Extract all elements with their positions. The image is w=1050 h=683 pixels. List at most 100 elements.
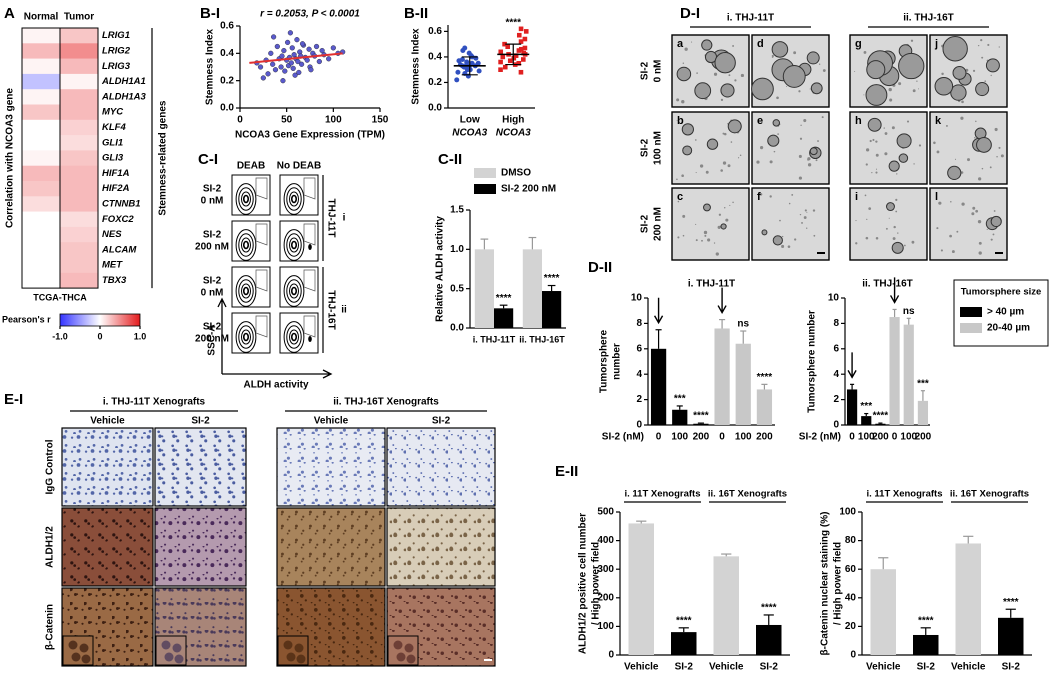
row-label: LRIG3 xyxy=(102,61,131,72)
x-tick-label: 0 xyxy=(237,115,243,126)
debris xyxy=(989,166,992,169)
heatmap-cell xyxy=(22,58,60,75)
tumorsphere xyxy=(681,123,694,136)
ihc-image xyxy=(276,507,386,587)
group-label: THJ-16T xyxy=(325,290,336,329)
micrograph xyxy=(671,187,750,261)
debris xyxy=(682,234,685,237)
y-tick-label: 0.2 xyxy=(220,75,234,86)
y-tick-label: 100 xyxy=(597,621,614,632)
debris xyxy=(676,98,680,102)
debris xyxy=(809,88,811,90)
flow-contour xyxy=(238,279,254,303)
debris xyxy=(888,87,892,92)
debris xyxy=(954,158,957,160)
debris xyxy=(875,153,879,157)
flow-event xyxy=(308,244,312,250)
debris xyxy=(936,150,940,154)
flow-contour xyxy=(235,321,257,353)
debris xyxy=(818,63,821,65)
significance: *** xyxy=(917,378,929,389)
y-tick-label: 10 xyxy=(828,293,840,304)
data-point xyxy=(459,56,465,62)
debris xyxy=(913,163,915,165)
panel-label: B-I xyxy=(200,5,220,22)
debris xyxy=(903,244,906,247)
debris xyxy=(806,211,808,213)
data-point xyxy=(502,41,507,47)
heatmap-cell xyxy=(60,104,98,121)
bar xyxy=(522,249,542,328)
data-point xyxy=(518,46,524,52)
row-label: SI-2 xyxy=(640,61,651,80)
scatter-point xyxy=(326,56,332,62)
x-tick-label: i. THJ-11T xyxy=(473,334,516,344)
scatter-point xyxy=(313,43,320,50)
panel-label: C-I xyxy=(198,151,218,168)
tumorsphere xyxy=(888,160,900,172)
flow-contour xyxy=(242,194,250,204)
heatmap-cell xyxy=(60,135,98,151)
colorbar-label: Pearson's r xyxy=(2,314,51,324)
debris xyxy=(793,51,797,55)
flow-contour xyxy=(290,240,298,250)
debris xyxy=(975,120,977,123)
y-tick-label: 60 xyxy=(845,564,857,575)
group-header: ii. THJ-16T Xenografts xyxy=(333,397,439,408)
debris xyxy=(773,150,776,153)
flow-gate xyxy=(255,223,268,246)
heatmap-cell xyxy=(60,58,98,75)
row-label: NES xyxy=(102,229,122,240)
flow-gate xyxy=(303,177,316,200)
debris xyxy=(888,217,890,219)
x-tick-label: 200 xyxy=(693,432,710,443)
y-tick-label: 4 xyxy=(833,369,839,380)
flow-plot xyxy=(231,312,271,354)
debris xyxy=(695,171,697,174)
flow-contour xyxy=(286,187,302,211)
bar xyxy=(998,617,1024,655)
debris xyxy=(998,46,1000,48)
tumorsphere xyxy=(891,241,904,254)
debris xyxy=(975,209,979,213)
debris xyxy=(855,242,858,245)
debris xyxy=(961,202,965,206)
legend-label: SI-2 200 nM xyxy=(501,184,556,195)
flow-contour xyxy=(290,286,298,296)
image-letter: j xyxy=(934,38,938,50)
debris xyxy=(893,225,896,229)
debris xyxy=(912,89,916,93)
bar xyxy=(756,624,782,655)
colorbar xyxy=(59,313,141,327)
y-axis-label: / High power field xyxy=(591,542,602,625)
y-axis-label: Relative ALDH activity xyxy=(435,216,446,322)
x-tick-label: 50 xyxy=(281,115,293,126)
heatmap-cell xyxy=(22,272,60,289)
group-label: i. 11T Xenografts xyxy=(866,489,942,500)
bar xyxy=(494,308,514,328)
debris xyxy=(707,238,711,242)
debris xyxy=(892,237,896,241)
inset-cell xyxy=(393,640,403,650)
flow-contour xyxy=(283,321,305,353)
x-tick-label: Vehicle xyxy=(709,662,744,673)
debris xyxy=(725,218,729,222)
tumorsphere xyxy=(950,84,967,101)
debris xyxy=(737,157,740,159)
debris xyxy=(996,156,998,158)
column-header: i. THJ-11T xyxy=(727,13,774,24)
y-tick-label: 8 xyxy=(833,318,839,329)
debris xyxy=(980,38,983,42)
debris xyxy=(799,213,802,216)
flow-gate xyxy=(303,315,316,338)
x-tick-label: SI-2 xyxy=(760,662,779,673)
debris xyxy=(993,210,996,212)
debris xyxy=(695,139,697,141)
data-point xyxy=(476,68,482,74)
heatmap-cell xyxy=(60,165,98,182)
tumorsphere xyxy=(886,202,895,212)
debris xyxy=(695,239,698,242)
debris xyxy=(977,44,980,47)
ihc-image xyxy=(154,507,247,587)
